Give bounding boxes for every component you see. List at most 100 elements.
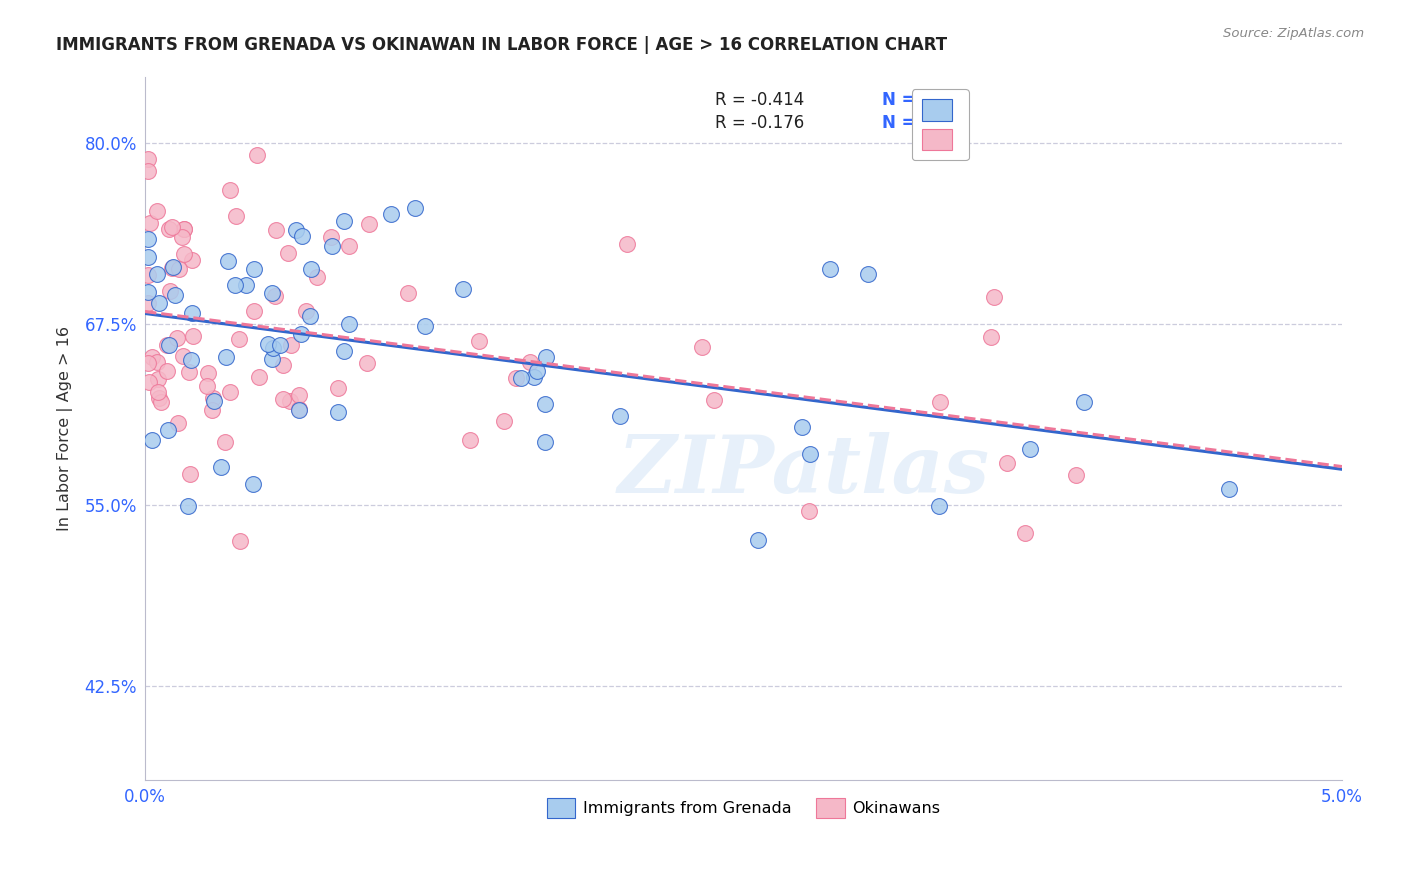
- Point: [246, 147, 269, 161]
- Point: [285, 223, 308, 237]
- Point: [326, 381, 349, 395]
- Point: [818, 262, 841, 277]
- Point: [224, 278, 246, 293]
- Point: [307, 269, 329, 284]
- Point: [156, 338, 179, 352]
- Point: [928, 500, 950, 514]
- Point: [523, 370, 546, 384]
- Point: [799, 447, 821, 461]
- Point: [269, 337, 291, 351]
- Point: [262, 342, 284, 356]
- Point: [242, 304, 264, 318]
- Point: [148, 391, 170, 405]
- Point: [536, 351, 558, 365]
- Point: [458, 434, 481, 448]
- Point: [616, 237, 638, 252]
- Point: [148, 385, 170, 400]
- Point: [136, 152, 159, 166]
- Point: [291, 229, 314, 244]
- Point: [136, 356, 159, 370]
- Point: [159, 337, 181, 351]
- Point: [797, 503, 820, 517]
- Point: [533, 397, 555, 411]
- Point: [217, 254, 239, 268]
- Point: [856, 267, 879, 281]
- Point: [228, 332, 250, 346]
- Point: [157, 222, 180, 236]
- Point: [299, 262, 322, 277]
- Point: [195, 379, 218, 393]
- Point: [703, 393, 725, 408]
- Point: [242, 477, 264, 491]
- Point: [136, 250, 159, 264]
- Point: [534, 435, 557, 450]
- Point: [209, 459, 232, 474]
- Point: [1218, 482, 1240, 496]
- Point: [332, 344, 354, 359]
- Point: [139, 216, 162, 230]
- Point: [242, 261, 264, 276]
- Point: [271, 392, 294, 407]
- Point: [173, 221, 195, 235]
- Point: [225, 209, 247, 223]
- Point: [468, 334, 491, 348]
- Point: [146, 372, 169, 386]
- Point: [526, 364, 548, 378]
- Point: [1018, 442, 1040, 456]
- Point: [260, 352, 283, 367]
- Point: [228, 534, 250, 549]
- Point: [264, 223, 287, 237]
- Point: [181, 329, 204, 343]
- Point: [197, 366, 219, 380]
- Point: [356, 356, 378, 370]
- Point: [136, 285, 159, 300]
- Point: [510, 371, 533, 385]
- Point: [138, 376, 160, 390]
- Point: [146, 268, 169, 282]
- Point: [505, 371, 527, 385]
- Point: [247, 370, 270, 384]
- Point: [156, 364, 179, 378]
- Point: [156, 423, 179, 437]
- Point: [215, 350, 238, 364]
- Point: [280, 394, 302, 409]
- Point: [321, 238, 343, 252]
- Point: [690, 340, 713, 354]
- Point: [145, 203, 167, 218]
- Point: [288, 388, 311, 402]
- Point: [214, 435, 236, 450]
- Text: ZIPatlas: ZIPatlas: [617, 432, 990, 509]
- Point: [1014, 525, 1036, 540]
- Text: N = 57: N = 57: [883, 92, 945, 110]
- Point: [609, 409, 631, 424]
- Point: [141, 434, 163, 448]
- Point: [201, 391, 224, 405]
- Point: [929, 394, 952, 409]
- Point: [288, 402, 311, 417]
- Text: N = 77: N = 77: [883, 114, 945, 132]
- Point: [159, 284, 181, 298]
- Point: [160, 219, 183, 234]
- Point: [141, 351, 163, 365]
- Point: [273, 358, 295, 372]
- Point: [380, 207, 402, 221]
- Point: [321, 229, 343, 244]
- Point: [298, 309, 321, 323]
- Point: [170, 229, 193, 244]
- Point: [136, 268, 159, 283]
- Point: [181, 306, 204, 320]
- Point: [494, 414, 516, 428]
- Point: [204, 393, 226, 408]
- Point: [519, 355, 541, 369]
- Text: IMMIGRANTS FROM GRENADA VS OKINAWAN IN LABOR FORCE | AGE > 16 CORRELATION CHART: IMMIGRANTS FROM GRENADA VS OKINAWAN IN L…: [56, 36, 948, 54]
- Point: [167, 261, 190, 276]
- Point: [201, 402, 224, 417]
- Point: [396, 285, 419, 300]
- Text: R = -0.414: R = -0.414: [714, 92, 804, 110]
- Point: [172, 349, 194, 363]
- Point: [451, 282, 474, 296]
- Point: [1073, 395, 1095, 409]
- Point: [173, 247, 195, 261]
- Point: [219, 384, 242, 399]
- Text: R = -0.176: R = -0.176: [714, 114, 804, 132]
